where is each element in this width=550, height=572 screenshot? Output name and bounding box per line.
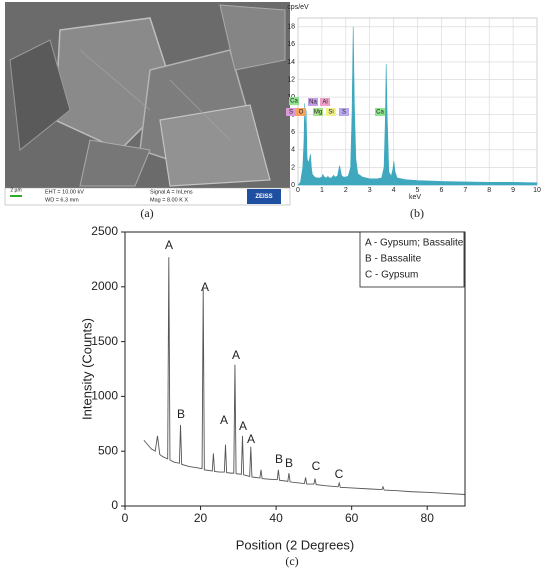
x-tick-label: 0 <box>122 511 129 525</box>
element-tag <box>296 108 306 116</box>
peak-label: A <box>232 348 240 362</box>
element-tag <box>286 108 296 116</box>
peak-label: A <box>201 280 209 294</box>
y-axis-label: Intensity (Counts) <box>79 318 94 420</box>
wd: WD = 6.3 mm <box>45 197 79 203</box>
x-tick-label: 3 <box>368 187 372 194</box>
peak-label: A <box>220 413 228 427</box>
y-tick-label: 16 <box>287 41 295 48</box>
element-label: S <box>289 110 293 116</box>
y-tick-label: 18 <box>287 24 295 31</box>
panel-label: (c) <box>285 554 298 568</box>
y-tick-label: 500 <box>98 443 118 457</box>
signal: Signal A = InLens <box>150 189 193 195</box>
x-tick-label: 60 <box>345 511 359 525</box>
y-tick-label: 2 <box>291 164 295 171</box>
y-tick-label: 12 <box>287 76 295 83</box>
y-tick-label: 2000 <box>91 279 118 293</box>
element-label: Ca <box>290 99 298 105</box>
peak-label: B <box>177 407 185 421</box>
peak-label: C <box>312 459 321 473</box>
x-tick-label: 20 <box>194 511 208 525</box>
x-tick-label: 10 <box>533 187 541 194</box>
panel-label: (b) <box>410 206 424 220</box>
y-tick-label: 1500 <box>91 334 118 348</box>
peak-label: A <box>165 238 173 252</box>
logo: ZEISS <box>255 194 272 200</box>
scale-bar-label: 2 µm <box>10 187 21 193</box>
element-tag <box>313 108 323 116</box>
x-tick-label: 7 <box>463 187 467 194</box>
x-tick-label: 8 <box>487 187 491 194</box>
peak-label: B <box>285 456 293 470</box>
element-tag <box>375 108 385 116</box>
y-tick-label: 1000 <box>91 389 118 403</box>
peak-label: C <box>335 467 344 481</box>
eht: EHT = 10.00 kV <box>45 189 84 195</box>
x-tick-label: 1 <box>320 187 324 194</box>
peak-label: B <box>275 452 283 466</box>
y-axis-label: cps/eV <box>287 4 309 11</box>
element-label: Na <box>309 100 317 106</box>
mag: Mag = 8.00 K X <box>150 197 188 203</box>
peak-label: A <box>247 432 255 446</box>
element-label: Mg <box>314 110 322 116</box>
element-tag <box>339 108 349 116</box>
x-tick-label: 0 <box>296 187 300 194</box>
y-tick-label: 0 <box>111 498 118 512</box>
pattern-line <box>143 257 466 495</box>
x-tick-label: 40 <box>269 511 283 525</box>
element-tag <box>308 98 318 106</box>
element-label: O <box>299 110 304 116</box>
chart: 024681012141618012345678910CaSONaAlMgSiS… <box>286 4 541 220</box>
element-label: Si <box>328 110 333 116</box>
x-tick-label: 80 <box>421 511 435 525</box>
element-tag <box>289 97 299 105</box>
legend-entry: C - Gypsum <box>365 270 418 281</box>
legend-entry: B - Bassalite <box>365 254 422 265</box>
axes-frame <box>124 231 466 507</box>
element-label: S <box>342 110 346 116</box>
y-tick-label: 2500 <box>91 224 118 238</box>
peak-label: A <box>239 419 247 433</box>
spectrum <box>297 26 538 186</box>
y-tick-label: 6 <box>291 129 295 136</box>
legend-box <box>359 231 465 288</box>
element-label: Ca <box>376 110 384 116</box>
element-tag <box>326 108 336 116</box>
x-tick-label: 5 <box>416 187 420 194</box>
y-tick-label: 0 <box>291 182 295 189</box>
x-tick-label: 6 <box>439 187 443 194</box>
element-label: Al <box>322 100 327 106</box>
sem-image: 2 µm EHT = 10.00 kV WD = 6.3 mm Signal A… <box>4 2 291 206</box>
x-axis-label: keV <box>409 194 421 201</box>
x-tick-label: 4 <box>392 187 396 194</box>
panel-label: (a) <box>140 206 153 220</box>
x-tick-label: 2 <box>344 187 348 194</box>
y-tick-label: 4 <box>291 147 295 154</box>
legend-entry: A - Gypsum; Bassalite <box>365 238 464 249</box>
x-tick-label: 9 <box>511 187 515 194</box>
x-axis-label: Position (2 Degrees) <box>236 537 355 552</box>
element-tag <box>320 98 330 106</box>
y-tick-label: 14 <box>287 59 295 66</box>
